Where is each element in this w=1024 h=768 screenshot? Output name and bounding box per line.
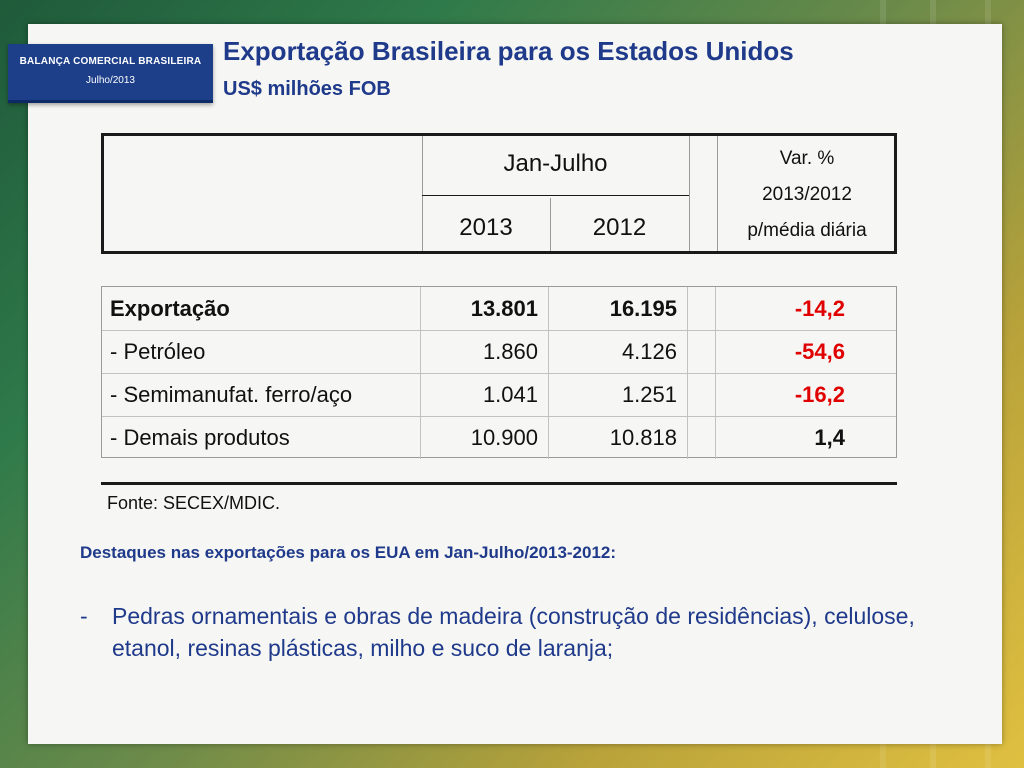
page-title: Exportação Brasileira para os Estados Un… [223,36,794,66]
row-label: - Demais produtos [110,425,290,450]
year-2013-header: 2013 [459,214,513,241]
var-header-line3: p/média diária [747,220,867,241]
page-subtitle: US$ milhões FOB [223,78,391,100]
period-header: Jan-Julho [503,150,608,177]
row-value-2013: 13.801 [470,296,538,321]
row-value-2012: 4.126 [621,339,677,364]
row-label: - Semimanufat. ferro/aço [110,382,353,407]
table-row: Exportação 13.801 16.195 -14,2 [102,287,896,331]
table-row: - Semimanufat. ferro/aço 1.041 1.251 -16… [102,373,896,417]
data-table: Exportação 13.801 16.195 -14,2 - Petróle… [101,286,897,459]
row-label: - Petróleo [110,339,206,364]
bullet-text: Pedras ornamentais e obras de madeira (c… [112,603,915,661]
row-variation: -54,6 [794,339,845,364]
table-row: - Demais produtos 10.900 10.818 1,4 [102,416,896,459]
row-variation: -16,2 [794,382,845,407]
row-variation: 1,4 [814,425,845,450]
row-value-2013: 1.860 [482,339,538,364]
highlights-heading: Destaques nas exportações para os EUA em… [80,543,617,562]
row-variation: -14,2 [794,296,845,321]
year-2012-header: 2012 [592,214,647,241]
var-header-line2: 2013/2012 [762,184,852,205]
source-note: Fonte: SECEX/MDIC. [107,493,281,513]
bullet-marker: - [80,603,88,629]
row-value-2013: 10.900 [470,425,538,450]
badge-title: BALANÇA COMERCIAL BRASILEIRA [19,56,202,67]
row-value-2012: 1.251 [621,382,677,407]
var-header-line1: Var. % [779,148,835,169]
row-label: Exportação [110,296,230,321]
table-bottom-rule [101,482,897,485]
report-badge: BALANÇA COMERCIAL BRASILEIRA Julho/2013 [8,44,213,103]
row-value-2013: 1.041 [482,382,538,407]
row-value-2012: 16.195 [609,296,677,321]
table-row: - Petróleo 1.860 4.126 -54,6 [102,330,896,374]
row-value-2012: 10.818 [609,425,677,450]
table-header: Jan-Julho 2013 2012 Var. % 2013/2012 p/m… [101,133,897,254]
badge-date: Julho/2013 [86,75,135,86]
